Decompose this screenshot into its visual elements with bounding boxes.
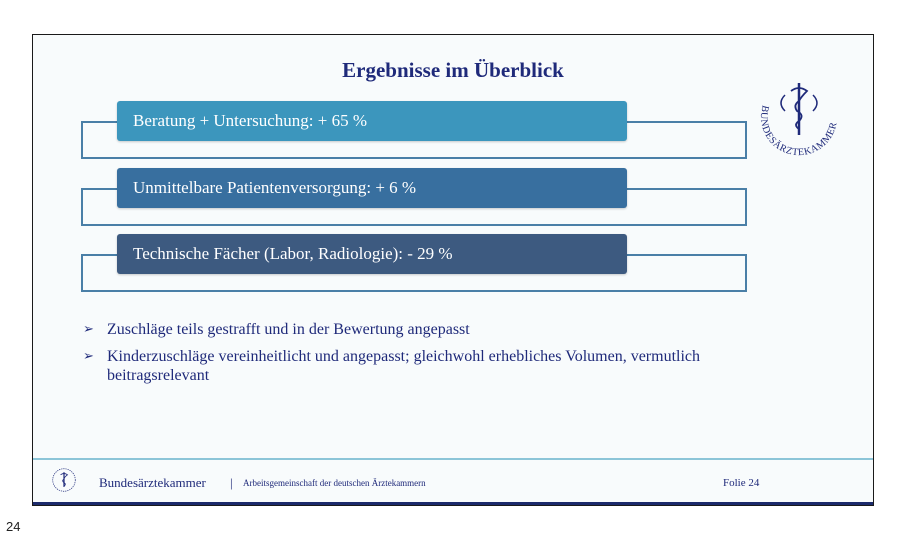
outline-tick xyxy=(627,254,747,256)
arrow-bullet-icon: ➢ xyxy=(83,349,94,364)
result-group-3: Technische Fächer (Labor, Radiologie): -… xyxy=(81,234,747,294)
bullet-item: ➢ Zuschläge teils gestrafft und in der B… xyxy=(83,320,783,339)
bullet-text: Zuschläge teils gestrafft und in der Bew… xyxy=(107,321,470,338)
footer-bottom-bar xyxy=(33,502,873,505)
footer-separator: | xyxy=(230,475,233,490)
footer-subtitle: Arbeitsgemeinschaft der deutschen Ärztek… xyxy=(243,478,426,488)
result-group-1: Beratung + Untersuchung: + 65 % xyxy=(81,101,747,161)
slide: Ergebnisse im Überblick BUNDESÄRZTEKAMME… xyxy=(32,34,874,506)
result-group-2: Unmittelbare Patientenversorgung: + 6 % xyxy=(81,168,747,228)
outline-tick xyxy=(81,188,119,190)
footer-logo-icon xyxy=(51,467,77,493)
bullet-list: ➢ Zuschläge teils gestrafft und in der B… xyxy=(83,320,783,393)
arrow-bullet-icon: ➢ xyxy=(83,322,94,337)
outline-tick xyxy=(627,188,747,190)
outline-tick xyxy=(81,121,119,123)
slide-title: Ergebnisse im Überblick xyxy=(342,58,564,82)
result-box-beratung: Beratung + Untersuchung: + 65 % xyxy=(117,101,627,141)
result-box-patientenversorgung: Unmittelbare Patientenversorgung: + 6 % xyxy=(117,168,627,208)
group-outline xyxy=(81,121,747,159)
group-outline xyxy=(81,188,747,226)
page-number: 24 xyxy=(6,519,21,534)
footer-divider xyxy=(33,458,873,460)
result-box-technische-faecher: Technische Fächer (Labor, Radiologie): -… xyxy=(117,234,627,274)
bundesaerztekammer-logo-icon: BUNDESÄRZTEKAMMER xyxy=(749,65,849,165)
footer-org-name: Bundesärztekammer xyxy=(99,475,206,490)
outline-tick xyxy=(81,254,119,256)
bullet-item: ➢ Kinderzuschläge vereinheitlicht und an… xyxy=(83,347,783,385)
outline-tick xyxy=(627,121,747,123)
group-outline xyxy=(81,254,747,292)
bullet-text: Kinderzuschläge vereinheitlicht und ange… xyxy=(107,348,701,384)
footer-slide-number: Folie 24 xyxy=(723,477,760,489)
